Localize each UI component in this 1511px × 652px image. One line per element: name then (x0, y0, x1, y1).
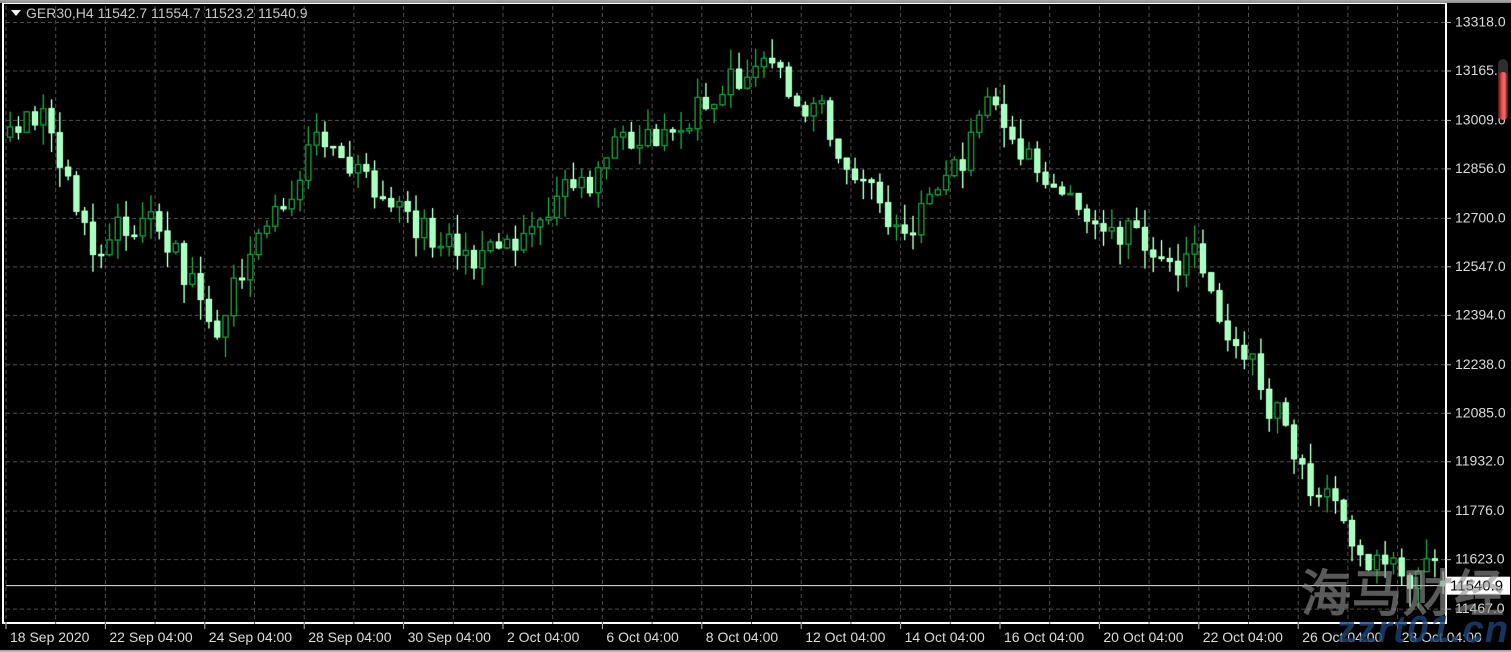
svg-text:8 Oct 04:00: 8 Oct 04:00 (706, 629, 779, 645)
svg-text:12085.0: 12085.0 (1455, 404, 1506, 420)
svg-text:12856.0: 12856.0 (1455, 160, 1506, 176)
svg-text:GER30,H4 11542.7 11554.7 115: GER30,H4 11542.7 11554.7 11523.2 11540.9 (26, 5, 308, 21)
svg-text:22 Sep 04:00: 22 Sep 04:00 (109, 629, 193, 645)
svg-text:13318.0: 13318.0 (1455, 13, 1506, 29)
svg-text:30 Sep 04:00: 30 Sep 04:00 (408, 629, 492, 645)
svg-text:12700.0: 12700.0 (1455, 209, 1506, 225)
svg-text:12238.0: 12238.0 (1455, 356, 1506, 372)
svg-text:16 Oct 04:00: 16 Oct 04:00 (1004, 629, 1084, 645)
svg-text:12 Oct 04:00: 12 Oct 04:00 (805, 629, 885, 645)
svg-text:22 Oct 04:00: 22 Oct 04:00 (1203, 629, 1283, 645)
svg-text:14 Oct 04:00: 14 Oct 04:00 (905, 629, 985, 645)
svg-text:12547.0: 12547.0 (1455, 258, 1506, 274)
svg-text:20 Oct 04:00: 20 Oct 04:00 (1103, 629, 1183, 645)
svg-text:11776.0: 11776.0 (1455, 502, 1505, 518)
svg-text:11932.0: 11932.0 (1455, 453, 1505, 469)
svg-text:24 Sep 04:00: 24 Sep 04:00 (209, 629, 293, 645)
svg-text:2 Oct 04:00: 2 Oct 04:00 (507, 629, 580, 645)
svg-text:6 Oct 04:00: 6 Oct 04:00 (606, 629, 679, 645)
svg-text:28 Sep 04:00: 28 Sep 04:00 (308, 629, 392, 645)
svg-text:18 Sep 2020: 18 Sep 2020 (10, 629, 90, 645)
svg-text:12394.0: 12394.0 (1455, 306, 1506, 322)
